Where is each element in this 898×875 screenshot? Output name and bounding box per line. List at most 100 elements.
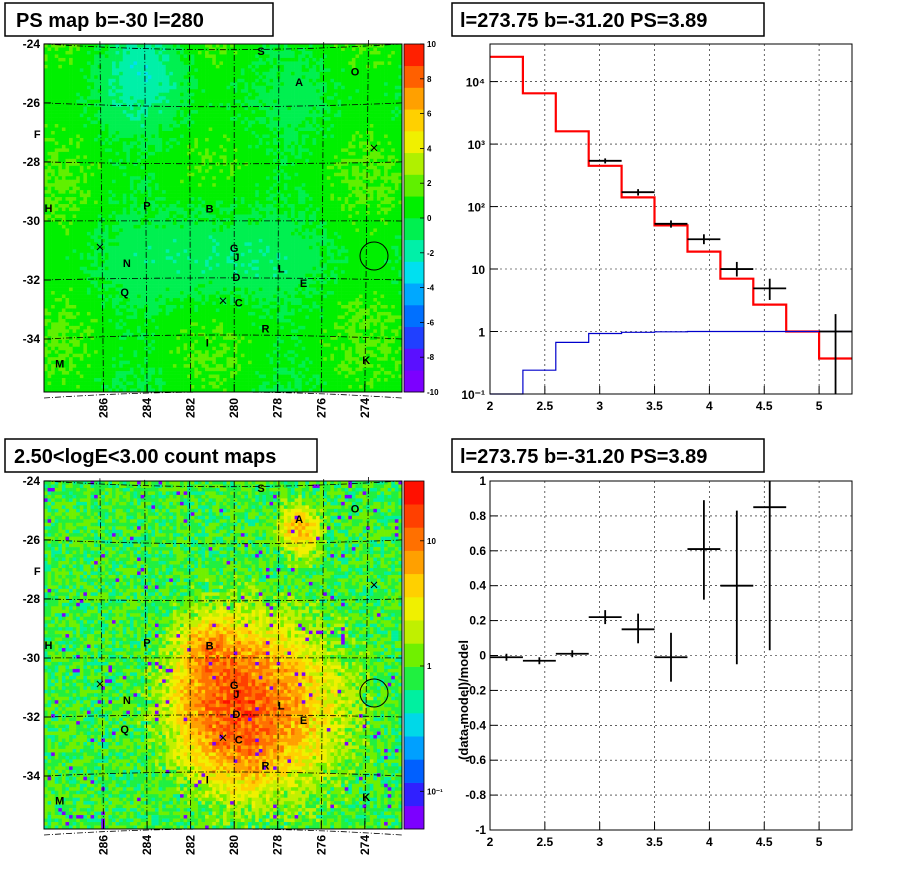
map-pixel: [147, 162, 152, 167]
map-pixel: [269, 57, 274, 62]
map-pixel: [97, 106, 102, 111]
map-pixel: [104, 113, 109, 118]
map-pixel: [233, 186, 238, 191]
map-pixel: [97, 211, 102, 215]
map-pixel: [190, 110, 195, 114]
map-pixel: [283, 71, 288, 76]
map-pixel: [58, 64, 63, 69]
map-pixel: [219, 50, 224, 55]
map-pixel: [101, 106, 106, 111]
map-pixel: [97, 92, 102, 97]
map-pixel: [384, 64, 388, 69]
map-pixel: [287, 103, 292, 107]
map-pixel: [319, 82, 324, 87]
map-pixel: [344, 82, 349, 87]
map-pixel: [308, 96, 313, 100]
map-pixel: [298, 141, 303, 146]
map-pixel: [215, 214, 220, 219]
map-pixel: [44, 82, 48, 87]
map-pixel: [79, 131, 84, 135]
map-pixel: [208, 155, 213, 160]
map-pixel: [140, 50, 145, 55]
map-pixel: [187, 214, 192, 219]
map-pixel: [151, 54, 156, 59]
map-pixel: [122, 75, 127, 80]
map-pixel: [330, 204, 335, 208]
map-pixel: [362, 207, 367, 212]
map-pixel: [162, 204, 167, 208]
map-pixel: [190, 75, 195, 80]
map-pixel: [294, 155, 299, 160]
map-pixel: [51, 75, 56, 80]
map-pixel: [197, 75, 202, 80]
map-pixel: [47, 113, 52, 118]
map-pixel: [359, 172, 363, 177]
map-pixel: [147, 200, 152, 205]
map-pixel: [162, 200, 167, 205]
map-pixel: [190, 211, 195, 215]
map-pixel: [233, 54, 238, 59]
map-pixel: [112, 71, 116, 76]
map-pixel: [126, 144, 131, 149]
map-pixel: [97, 214, 102, 219]
map-pixel: [359, 151, 363, 156]
map-pixel: [86, 211, 91, 215]
map-pixel: [190, 131, 195, 135]
map-pixel: [194, 127, 199, 132]
map-pixel: [61, 193, 66, 198]
map-pixel: [305, 99, 310, 104]
map-pixel: [108, 172, 113, 177]
map-pixel: [319, 158, 324, 163]
map-pixel: [244, 110, 249, 114]
map-pixel: [154, 61, 159, 66]
map-pixel: [287, 211, 292, 215]
map-pixel: [176, 131, 181, 135]
map-pixel: [312, 89, 317, 94]
map-pixel: [366, 176, 371, 181]
map-pixel: [129, 124, 134, 128]
map-pixel: [97, 155, 102, 160]
map-pixel: [359, 176, 363, 181]
map-pixel: [394, 169, 399, 174]
map-pixel: [104, 193, 109, 198]
map-pixel: [376, 71, 381, 76]
map-pixel: [180, 50, 184, 55]
map-pixel: [51, 82, 56, 87]
map-pixel: [183, 120, 188, 125]
map-pixel: [197, 99, 202, 104]
map-pixel: [323, 200, 328, 205]
map-pixel: [147, 57, 152, 62]
map-pixel: [147, 61, 152, 66]
map-pixel: [169, 113, 174, 118]
map-pixel: [258, 120, 263, 125]
map-pixel: [280, 44, 285, 48]
map-pixel: [119, 120, 124, 125]
map-pixel: [151, 165, 156, 170]
map-pixel: [230, 61, 235, 66]
map-pixel: [108, 75, 113, 80]
map-pixel: [72, 148, 77, 153]
map-pixel: [301, 71, 306, 76]
map-pixel: [58, 179, 63, 184]
map-pixel: [240, 193, 245, 198]
map-pixel: [258, 162, 263, 167]
map-pixel: [305, 148, 310, 153]
map-pixel: [104, 197, 109, 201]
map-pixel: [133, 117, 138, 121]
map-pixel: [151, 44, 156, 48]
map-pixel: [83, 190, 88, 194]
map-pixel: [97, 190, 102, 194]
map-pixel: [176, 162, 181, 167]
map-pixel: [51, 61, 56, 66]
map-pixel: [283, 131, 288, 135]
map-pixel: [269, 47, 274, 52]
map-pixel: [154, 179, 159, 184]
map-pixel: [237, 117, 242, 121]
map-pixel: [51, 137, 56, 142]
map-pixel: [108, 110, 113, 114]
map-pixel: [262, 200, 267, 205]
map-pixel: [316, 96, 320, 100]
map-pixel: [65, 68, 70, 73]
map-pixel: [373, 117, 378, 121]
map-pixel: [276, 179, 281, 184]
